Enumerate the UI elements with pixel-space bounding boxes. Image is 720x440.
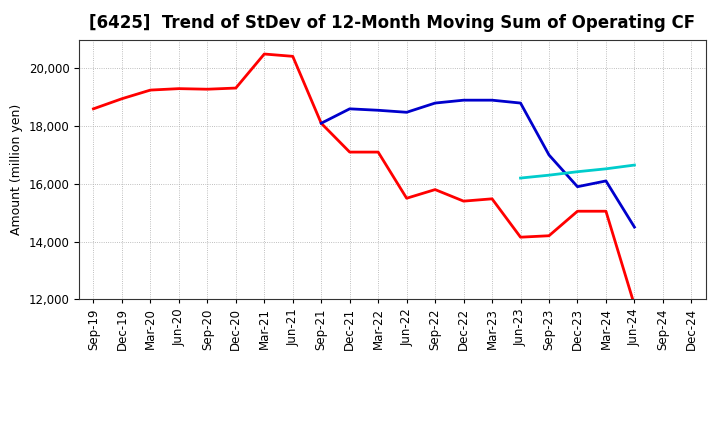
- Title: [6425]  Trend of StDev of 12-Month Moving Sum of Operating CF: [6425] Trend of StDev of 12-Month Moving…: [89, 15, 696, 33]
- Y-axis label: Amount (million yen): Amount (million yen): [10, 104, 23, 235]
